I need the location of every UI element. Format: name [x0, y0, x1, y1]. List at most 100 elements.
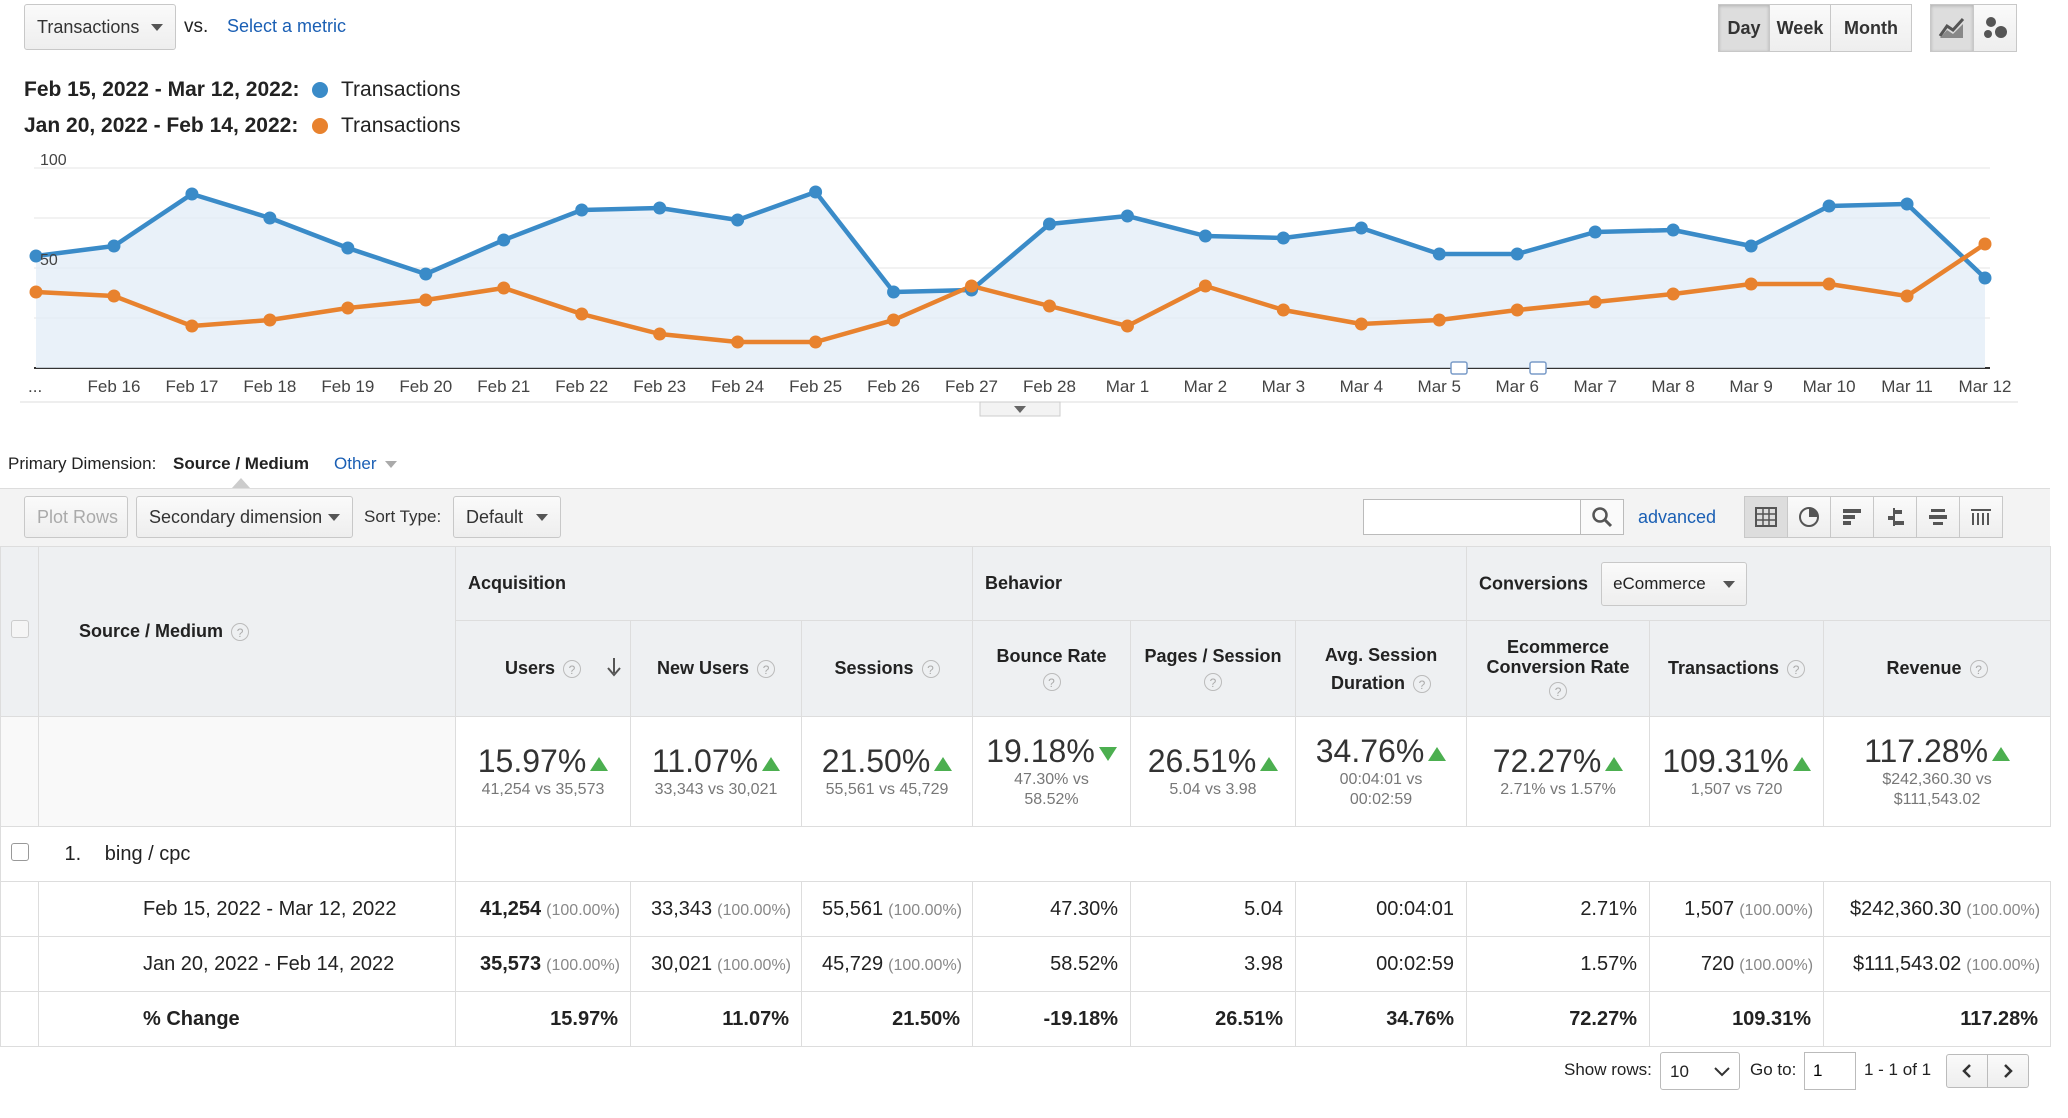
data-point[interactable]: [575, 203, 589, 217]
annotation-markers[interactable]: [1450, 361, 1547, 375]
prev-page-button[interactable]: [1946, 1054, 1988, 1088]
show-rows-select[interactable]: 10: [1660, 1052, 1740, 1090]
data-point[interactable]: [1276, 303, 1290, 317]
row-checkbox[interactable]: [10, 842, 29, 861]
data-point[interactable]: [1588, 225, 1602, 239]
data-point[interactable]: [419, 267, 433, 281]
help-icon[interactable]: ?: [1042, 673, 1061, 691]
search-button[interactable]: [1580, 499, 1624, 535]
data-point[interactable]: [653, 201, 667, 215]
revenue-header[interactable]: Revenue?: [1823, 620, 2052, 717]
plot-rows-button[interactable]: Plot Rows: [24, 496, 128, 538]
data-point[interactable]: [107, 239, 121, 253]
row-dimension-link[interactable]: bing / cpc: [104, 842, 191, 865]
data-point[interactable]: [185, 319, 199, 333]
data-point[interactable]: [1042, 217, 1056, 231]
data-point[interactable]: [1120, 209, 1134, 223]
data-point[interactable]: [263, 313, 277, 327]
data-point[interactable]: [1354, 317, 1368, 331]
data-point[interactable]: [1744, 277, 1758, 291]
week-button[interactable]: Week: [1769, 4, 1831, 52]
bounce-rate-header[interactable]: Bounce Rate?: [972, 620, 1131, 717]
help-icon[interactable]: ?: [1787, 660, 1806, 679]
data-point[interactable]: [1588, 295, 1602, 309]
data-point[interactable]: [1120, 319, 1134, 333]
data-point[interactable]: [653, 327, 667, 341]
data-point[interactable]: [497, 281, 511, 295]
pivot-view-button[interactable]: [1959, 496, 2003, 538]
data-point[interactable]: [185, 187, 199, 201]
next-page-button[interactable]: [1987, 1054, 2029, 1088]
data-point[interactable]: [1432, 247, 1446, 261]
comparison-view-button[interactable]: [1873, 496, 1917, 538]
help-icon[interactable]: ?: [757, 660, 776, 679]
data-point[interactable]: [575, 307, 589, 321]
table-search-input[interactable]: [1363, 499, 1581, 535]
select-all-checkbox[interactable]: [10, 620, 29, 638]
data-point[interactable]: [1822, 277, 1836, 291]
percentage-view-button[interactable]: [1787, 496, 1831, 538]
data-point[interactable]: [1276, 231, 1290, 245]
data-point[interactable]: [887, 313, 901, 327]
data-point[interactable]: [809, 185, 823, 199]
help-icon[interactable]: ?: [1969, 660, 1988, 679]
help-icon[interactable]: ?: [563, 660, 582, 679]
data-point[interactable]: [731, 213, 745, 227]
data-point[interactable]: [419, 293, 433, 307]
sort-arrow-down-icon[interactable]: [606, 657, 622, 677]
data-point[interactable]: [107, 289, 121, 303]
help-icon[interactable]: ?: [921, 660, 940, 679]
data-point[interactable]: [887, 285, 901, 299]
data-point[interactable]: [1198, 229, 1212, 243]
performance-view-button[interactable]: [1830, 496, 1874, 538]
help-icon[interactable]: ?: [231, 623, 250, 642]
data-point[interactable]: [1666, 223, 1680, 237]
data-point[interactable]: [1900, 289, 1914, 303]
metric-dropdown[interactable]: Transactions: [24, 4, 176, 50]
motion-chart-button[interactable]: [1973, 4, 2017, 52]
users-header[interactable]: Users?: [455, 620, 631, 717]
data-point[interactable]: [1744, 239, 1758, 253]
source-medium-header[interactable]: Source / Medium?: [38, 546, 456, 717]
data-point[interactable]: [497, 233, 511, 247]
month-button[interactable]: Month: [1830, 4, 1912, 52]
select-metric-link[interactable]: Select a metric: [227, 16, 347, 36]
ecommerce-conversion-rate-header[interactable]: Ecommerce Conversion Rate?: [1466, 620, 1651, 717]
data-point[interactable]: [731, 335, 745, 349]
help-icon[interactable]: ?: [1204, 673, 1222, 691]
conversions-dropdown[interactable]: eCommerce: [1601, 561, 1748, 606]
sort-type-dropdown[interactable]: Default: [453, 496, 561, 538]
help-icon[interactable]: ?: [1549, 681, 1568, 700]
line-chart-button[interactable]: [1930, 4, 1974, 52]
data-point[interactable]: [341, 241, 355, 255]
data-point[interactable]: [29, 285, 43, 299]
data-point[interactable]: [263, 211, 277, 225]
data-point[interactable]: [1432, 313, 1446, 327]
data-point[interactable]: [1978, 237, 1992, 251]
data-point[interactable]: [1042, 299, 1056, 313]
transactions-header[interactable]: Transactions?: [1649, 620, 1825, 717]
other-dimension-link[interactable]: Other: [334, 454, 398, 474]
term-cloud-view-button[interactable]: [1916, 496, 1960, 538]
chart-collapse-handle[interactable]: [979, 401, 1061, 417]
data-point[interactable]: [1978, 271, 1992, 285]
sessions-header[interactable]: Sessions?: [801, 620, 973, 717]
data-point[interactable]: [809, 335, 823, 349]
data-point[interactable]: [29, 249, 43, 263]
goto-input[interactable]: [1804, 1052, 1856, 1090]
data-point[interactable]: [1900, 197, 1914, 211]
data-point[interactable]: [1666, 287, 1680, 301]
advanced-link[interactable]: advanced: [1638, 507, 1717, 527]
avg-session-duration-header[interactable]: Avg. Session Duration?: [1294, 620, 1468, 717]
data-point[interactable]: [1198, 279, 1212, 293]
data-point[interactable]: [965, 279, 979, 293]
data-point[interactable]: [1822, 199, 1836, 213]
day-button[interactable]: Day: [1718, 4, 1770, 52]
new-users-header[interactable]: New Users?: [630, 620, 802, 717]
table-view-button[interactable]: [1744, 496, 1788, 538]
data-point[interactable]: [1510, 247, 1524, 261]
primary-dimension-value[interactable]: Source / Medium: [173, 454, 310, 473]
data-point[interactable]: [341, 301, 355, 315]
data-point[interactable]: [1510, 303, 1524, 317]
data-point[interactable]: [1354, 221, 1368, 235]
